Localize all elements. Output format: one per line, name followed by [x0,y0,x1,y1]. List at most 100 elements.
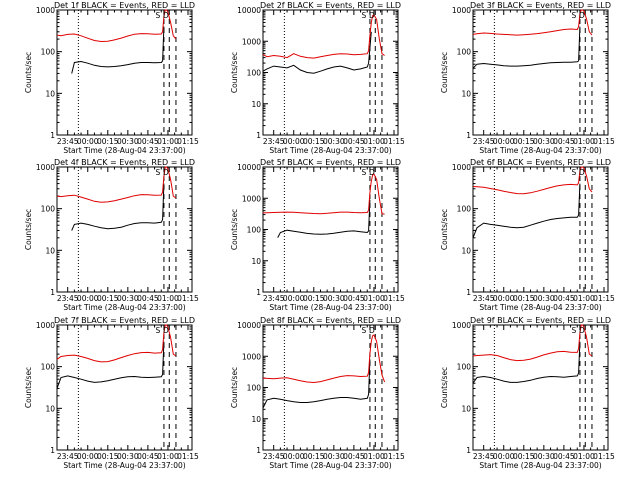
x-axis-label: Start Time (28-Aug-04 23:37:00) [269,146,391,155]
marker-label-d: D [163,11,169,20]
x-axis-label: Start Time (28-Aug-04 23:37:00) [479,303,601,312]
y-tick-label: 10 [461,89,471,98]
x-tick-label: 00:15 [513,452,535,461]
x-tick-label: 01:00 [157,294,179,303]
x-tick-label: 23:45 [473,137,495,146]
x-tick-label: 00:30 [323,137,345,146]
y-tick-label: 10 [45,89,55,98]
x-tick-label: 00:45 [553,452,575,461]
y-tick-label: 100 [41,205,56,214]
x-tick-label: 01:00 [573,452,595,461]
marker-label-s: S [572,326,577,335]
y-axis-label: Counts/sec [24,52,33,93]
y-axis-label: Counts/sec [440,52,449,93]
x-tick-label: 01:00 [573,294,595,303]
marker-label-s: S [572,11,577,20]
plot-frame [473,10,608,135]
lld-series-line [263,335,385,383]
y-tick-label: 1 [466,288,471,297]
y-tick-label: 1 [50,288,55,297]
chart-title: Det 8f BLACK = Events, RED = LLD [260,316,401,325]
y-tick-label: 1 [50,131,55,140]
marker-label-d: D [369,326,375,335]
marker-label-d: D [163,168,169,177]
chart-title: Det 5f BLACK = Events, RED = LLD [260,158,401,167]
chart-panel-8: Det 8f BLACK = Events, RED = LLD 1 10 100 10… [230,316,405,470]
x-tick-label: 23:45 [57,452,79,461]
x-axis-label: Start Time (28-Aug-04 23:37:00) [269,461,391,470]
x-axis-label: Start Time (28-Aug-04 23:37:00) [269,303,391,312]
x-axis-label: Start Time (28-Aug-04 23:37:00) [479,146,601,155]
events-series-line [473,342,580,384]
chart-title: Det 4f BLACK = Events, RED = LLD [54,158,195,167]
x-tick-label: 00:00 [77,137,99,146]
marker-label-d: D [369,168,375,177]
plot-frame [473,167,608,292]
marker-label-s: S [362,168,367,177]
x-tick-label: 00:00 [283,137,305,146]
x-tick-label: 00:30 [533,137,555,146]
x-tick-label: 01:00 [573,137,595,146]
y-axis-label: Counts/sec [230,52,239,93]
x-tick-label: 00:45 [343,137,365,146]
x-tick-label: 00:15 [97,294,119,303]
x-tick-label: 01:00 [157,137,179,146]
y-tick-label: 1 [466,446,471,455]
chart-title: Det 9f BLACK = Events, RED = LLD [470,316,611,325]
x-tick-label: 00:45 [553,294,575,303]
chart-panel-7: Det 7f BLACK = Events, RED = LLD 1 10 100 10… [24,316,199,470]
events-series-line [263,359,370,408]
x-tick-label: 00:00 [283,294,305,303]
x-axis-label: Start Time (28-Aug-04 23:37:00) [479,461,601,470]
x-tick-label: 23:45 [473,294,495,303]
y-tick-label: 1000 [36,321,55,330]
y-tick-label: 1000 [452,163,471,172]
chart-panel-1: Det 1f BLACK = Events, RED = LLD 1 10 100 10… [24,1,199,155]
x-tick-label: 00:00 [493,452,515,461]
x-tick-label: 01:15 [593,294,615,303]
y-tick-label: 1 [256,446,261,455]
x-tick-label: 00:45 [137,137,159,146]
chart-panel-3: Det 3f BLACK = Events, RED = LLD 1 10 100 10… [440,1,615,155]
y-tick-label: 100 [247,69,262,78]
y-axis-label: Counts/sec [24,209,33,250]
x-tick-label: 00:30 [117,137,139,146]
y-tick-label: 100 [247,226,262,235]
y-axis-label: Counts/sec [230,367,239,408]
y-tick-label: 1000 [36,6,55,15]
x-axis-label: Start Time (28-Aug-04 23:37:00) [63,461,185,470]
marker-label-s: S [156,326,161,335]
y-tick-label: 10 [251,257,261,266]
x-tick-label: 00:15 [513,137,535,146]
x-tick-label: 00:30 [117,294,139,303]
y-tick-label: 100 [457,363,472,372]
x-tick-label: 01:00 [363,294,385,303]
chart-title: Det 1f BLACK = Events, RED = LLD [54,1,195,10]
x-tick-label: 23:45 [263,452,285,461]
x-tick-label: 00:30 [533,294,555,303]
y-tick-label: 10 [45,404,55,413]
chart-title: Det 6f BLACK = Events, RED = LLD [470,158,611,167]
x-tick-label: 00:15 [97,137,119,146]
y-tick-label: 1 [466,131,471,140]
y-tick-label: 10 [461,246,471,255]
y-tick-label: 1000 [242,352,261,361]
events-series-line [72,184,164,231]
y-tick-label: 1000 [452,6,471,15]
y-tick-label: 100 [457,48,472,57]
x-tick-label: 01:15 [593,452,615,461]
x-tick-label: 01:15 [593,137,615,146]
detector-lightcurves-grid: Det 1f BLACK = Events, RED = LLD 1 10 100 10… [0,0,640,480]
y-tick-label: 10 [251,100,261,109]
x-tick-label: 01:00 [363,452,385,461]
x-tick-label: 00:15 [513,294,535,303]
x-tick-label: 23:45 [57,137,79,146]
x-tick-label: 00:00 [77,294,99,303]
x-tick-label: 00:30 [323,294,345,303]
y-tick-label: 1000 [36,163,55,172]
x-tick-label: 00:15 [97,452,119,461]
chart-panel-4: Det 4f BLACK = Events, RED = LLD 1 10 100 10… [24,158,199,312]
chart-panel-6: Det 6f BLACK = Events, RED = LLD 1 10 100 10… [440,158,615,312]
x-tick-label: 00:00 [77,452,99,461]
events-series-line [57,342,164,389]
